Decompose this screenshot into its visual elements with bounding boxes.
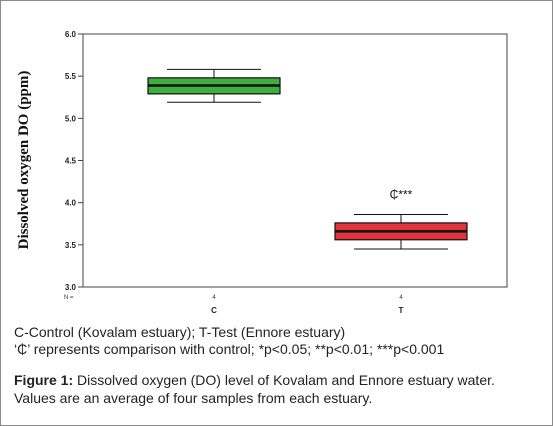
figure-label: Figure 1: bbox=[14, 372, 74, 388]
y-axis-label: Dissolved oxygen DO (ppm) bbox=[16, 71, 32, 250]
figure-text-2: Values are an average of four samples fr… bbox=[14, 390, 373, 406]
n-count: 4 bbox=[212, 295, 216, 301]
x-tick-label: T bbox=[399, 306, 404, 315]
figure-text-1: Dissolved oxygen (DO) level of Kovalam a… bbox=[73, 372, 495, 388]
figure-caption: Figure 1: Dissolved oxygen (DO) level of… bbox=[14, 371, 495, 407]
y-tick-label: 5.5 bbox=[65, 72, 77, 81]
y-tick-label: 3.5 bbox=[65, 241, 77, 250]
y-tick-label: 6.0 bbox=[65, 30, 77, 39]
y-tick-label: 4.0 bbox=[65, 199, 77, 208]
y-tick-label: 3.0 bbox=[65, 283, 77, 292]
box-T bbox=[334, 213, 468, 250]
y-tick-label: 4.5 bbox=[65, 157, 77, 166]
boxplot-chart: 6.0 5.5 5.0 4.5 4.0 3.5 3.0 Dissolved oxygen D… bbox=[16, 30, 508, 315]
box-C bbox=[147, 68, 281, 103]
n-count: 4 bbox=[399, 295, 403, 301]
boxes bbox=[147, 68, 468, 250]
x-tick-label: C bbox=[211, 306, 217, 315]
caption-legend-line: C-Control (Kovalam estuary); T-Test (Enn… bbox=[14, 324, 346, 340]
n-label: N = bbox=[64, 295, 74, 301]
y-tick-label: 5.0 bbox=[65, 114, 77, 123]
x-axis-labels: 4 C 4 T bbox=[211, 295, 403, 315]
y-axis-ticks: 6.0 5.5 5.0 4.5 4.0 3.5 3.0 bbox=[65, 30, 83, 292]
caption-significance-line: ‘₵’ represents comparison with control; … bbox=[14, 341, 445, 357]
significance-annotation: ₵*** bbox=[390, 187, 413, 201]
